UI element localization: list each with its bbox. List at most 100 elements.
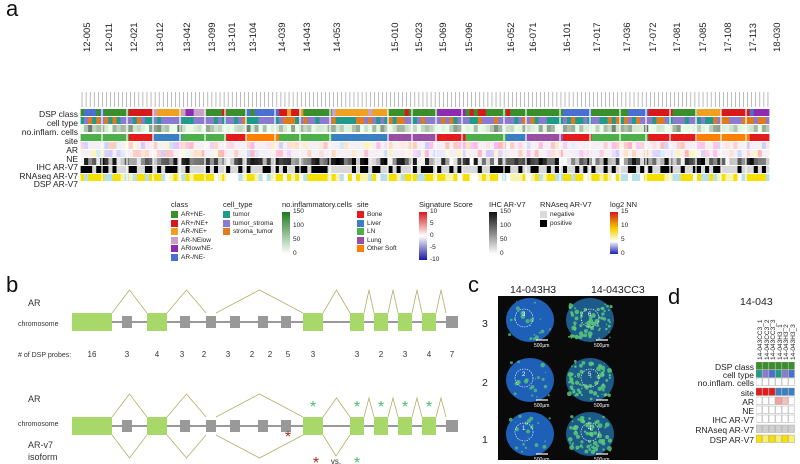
panel-d-row-label: no.inflam. cells (697, 378, 754, 388)
heatmap-cell (473, 158, 479, 165)
heatmap-cell (445, 158, 450, 165)
heatmap-cell (696, 166, 702, 173)
heatmap-cell (404, 109, 410, 116)
heatmap-cell (356, 134, 361, 141)
heatmap-cell (713, 166, 718, 173)
heatmap-cell (287, 125, 292, 132)
panel-d-cell (762, 396, 769, 405)
heatmap-cell (461, 142, 466, 149)
heatmap-cell (287, 142, 292, 149)
heatmap-cell (209, 142, 215, 149)
heatmap-cell (108, 166, 113, 173)
heatmap-cell (765, 109, 770, 116)
heatmap-cell (396, 125, 401, 132)
legend-ihc-gradient (489, 212, 497, 254)
heatmap-cell (311, 174, 316, 181)
heatmap-cell (136, 166, 142, 173)
heatmap-cell (640, 117, 645, 124)
heatmap-cell (733, 166, 738, 173)
heatmap-cell (258, 134, 263, 141)
heatmap-cell (607, 117, 613, 124)
heatmap-cell (132, 125, 138, 132)
heatmap-cell (603, 174, 608, 181)
heatmap-cell (591, 109, 596, 116)
heatmap-cell (534, 174, 539, 181)
heatmap-cell (144, 117, 150, 124)
heatmap-cell (364, 150, 369, 157)
heatmap-cell (696, 109, 702, 116)
heatmap-cell (92, 166, 97, 173)
heatmap-cell (88, 134, 93, 141)
heatmap-cell (181, 109, 186, 116)
heatmap-cell (757, 174, 763, 181)
legend-signature-tick: 10 (430, 208, 438, 215)
green-star-legend: * (354, 455, 360, 464)
heatmap-cell (599, 150, 604, 157)
heatmap-cell (368, 117, 373, 124)
heatmap-cell (485, 125, 491, 132)
heatmap-cell (526, 166, 531, 173)
heatmap-cell (173, 158, 178, 165)
heatmap-cell (201, 150, 207, 157)
probe-count: 2 (250, 350, 255, 359)
heatmap-cell (453, 109, 458, 116)
heatmap-cell (692, 158, 698, 165)
panel-d-row-label: AR (742, 397, 754, 407)
heatmap-cell (469, 174, 475, 181)
heatmap-cell (380, 134, 385, 141)
heatmap-cell (128, 150, 134, 157)
heatmap-cell (745, 142, 751, 149)
heatmap-cell (161, 158, 166, 165)
heatmap-cell (112, 134, 117, 141)
heatmap-cell (607, 142, 613, 149)
heatmap-cell (315, 142, 320, 149)
heatmap-cell (546, 142, 552, 149)
heatmap-cell (534, 158, 539, 165)
isoform-label-1: AR-v7 (28, 440, 53, 450)
heatmap-cell (632, 166, 637, 173)
heatmap-cell (672, 158, 677, 165)
heatmap-cell (485, 109, 491, 116)
heatmap-cell (725, 158, 730, 165)
heatmap-cell (530, 150, 535, 157)
heatmap-cell (550, 158, 556, 165)
heatmap-cell (266, 158, 272, 165)
heatmap-cell (193, 117, 199, 124)
heatmap-cell (287, 134, 292, 141)
legend-log2nn-gradient (610, 212, 618, 254)
heatmap-cell (514, 117, 519, 124)
scale-bar-label: 500µm (594, 343, 609, 349)
heatmap-cell (392, 125, 397, 132)
heatmap-cell (498, 166, 503, 173)
heatmap-cell (303, 150, 308, 157)
heatmap-cell (429, 142, 434, 149)
heatmap-cell (295, 166, 300, 173)
heatmap-cell (278, 142, 284, 149)
heatmap-cell (709, 125, 714, 132)
heatmap-cell (307, 134, 312, 141)
heatmap-cell (181, 125, 186, 132)
legend-class-item: AR+NE- (171, 211, 205, 218)
heatmap-cell (498, 142, 503, 149)
heatmap-cell (351, 166, 357, 173)
heatmap-cell (140, 125, 146, 132)
probe-count: 2 (202, 350, 207, 359)
heatmap-cell (319, 134, 324, 141)
heatmap-cell (465, 142, 470, 149)
heatmap-cell (623, 174, 629, 181)
heatmap-cell (270, 158, 276, 165)
panel-d-cell (775, 434, 782, 443)
heatmap-cell (441, 134, 446, 141)
roi-number: 3 (522, 312, 526, 318)
heatmap-cell (246, 134, 251, 141)
heatmap-cell (473, 134, 479, 141)
heatmap-cell (627, 109, 633, 116)
heatmap-cell (193, 174, 199, 181)
heatmap-cell (429, 150, 434, 157)
heatmap-cell (384, 142, 389, 149)
heatmap-cell (380, 150, 385, 157)
heatmap-cell (575, 158, 580, 165)
panel-d-cell (756, 369, 763, 378)
heatmap-cell (660, 134, 665, 141)
panel-d-cell (768, 405, 776, 414)
